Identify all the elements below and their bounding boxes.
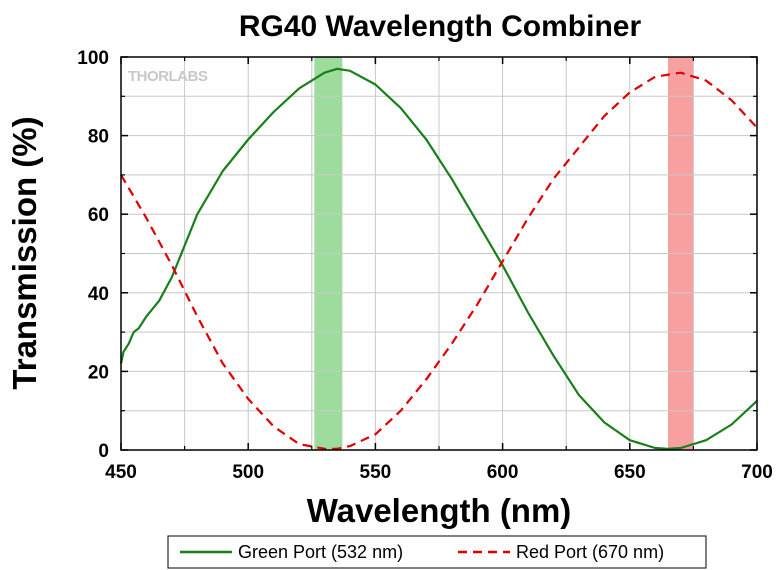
y-tick-label: 20 xyxy=(88,362,109,383)
legend-box xyxy=(167,535,707,569)
y-tick-label: 100 xyxy=(77,48,109,69)
x-tick-label: 650 xyxy=(614,462,646,483)
series-green-port-line xyxy=(119,67,758,450)
y-tick-label: 0 xyxy=(98,441,109,462)
y-tick-label: 40 xyxy=(88,284,109,305)
axis-ticks: 450 500 550 600 650 700 0 20 40 60 80 100 xyxy=(77,48,773,483)
x-tick-label: 550 xyxy=(360,462,392,483)
y-tick-label: 80 xyxy=(88,127,109,148)
x-axis-title: Wavelength (nm) xyxy=(307,492,572,529)
y-axis-title: Transmission (%) xyxy=(6,116,43,389)
series-red-port-line xyxy=(120,71,758,450)
chart-title: RG40 Wavelength Combiner xyxy=(239,10,642,43)
x-tick-label: 600 xyxy=(487,462,519,483)
legend-label-green: Green Port (532 nm) xyxy=(238,542,403,562)
x-tick-label: 450 xyxy=(105,462,137,483)
x-tick-label: 700 xyxy=(741,462,773,483)
grid xyxy=(121,57,757,450)
x-tick-label: 500 xyxy=(232,462,264,483)
watermark-logo: THORLABS xyxy=(128,68,208,85)
series-lines xyxy=(119,67,758,450)
legend-label-red: Red Port (670 nm) xyxy=(516,542,664,562)
y-tick-label: 60 xyxy=(88,205,109,226)
legend: Green Port (532 nm) Red Port (670 nm) xyxy=(167,535,707,569)
